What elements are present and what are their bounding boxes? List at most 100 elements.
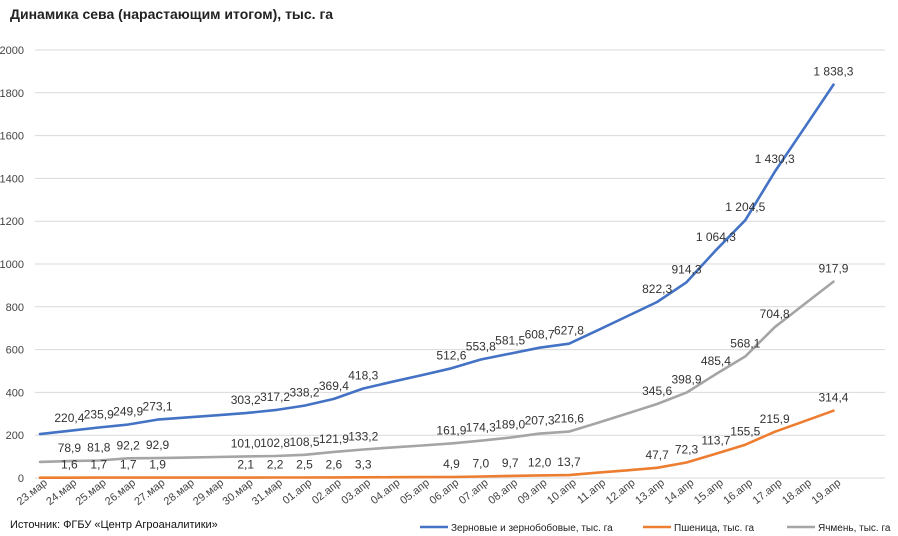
x-tick-label: 30.мар [221, 477, 256, 508]
data-label: 12,0 [528, 455, 552, 469]
gridlines [35, 49, 885, 479]
data-label: 155,5 [730, 425, 760, 439]
data-label: 220,4 [54, 411, 84, 425]
data-label: 13,7 [557, 455, 581, 469]
data-label: 4,9 [443, 457, 460, 471]
data-label: 1 430,3 [755, 152, 795, 166]
data-label: 102,8 [260, 436, 290, 450]
data-label: 92,9 [146, 438, 170, 452]
x-tick-label: 15.апр [692, 477, 726, 507]
data-label: 161,9 [436, 423, 466, 437]
x-tick-label: 18.апр [780, 477, 814, 507]
x-tick-label: 04.апр [369, 477, 403, 507]
data-labels: 220,4 235,9 249,9 273,1 303,2 317,2 338,2 369,4… [54, 65, 853, 472]
data-label: 369,4 [319, 379, 349, 393]
data-label: 581,5 [495, 334, 525, 348]
data-label: 121,9 [319, 432, 349, 446]
x-tick-label: 24.мар [44, 477, 79, 508]
x-tick-label: 11.апр [575, 477, 608, 507]
x-tick-label: 16.апр [721, 477, 755, 507]
legend-label: Зерновые и зернобобовые, тыс. га [451, 522, 613, 534]
y-tick-label: 400 [6, 387, 24, 399]
data-label: 568,1 [730, 336, 760, 350]
data-label: 133,2 [348, 429, 378, 443]
x-tick-label: 26.мар [103, 477, 138, 508]
x-tick-label: 25.мар [74, 477, 109, 508]
x-tick-label: 28.мар [162, 477, 197, 508]
x-tick-label: 10.апр [545, 477, 579, 507]
data-label: 249,9 [113, 405, 143, 419]
y-tick-label: 600 [6, 345, 24, 357]
data-label: 9,7 [502, 456, 519, 470]
data-label: 303,2 [231, 393, 261, 407]
data-label: 47,7 [645, 448, 669, 462]
data-label: 398,9 [672, 373, 702, 387]
data-label: 822,3 [642, 282, 672, 296]
x-tick-label: 01.апр [281, 477, 315, 507]
data-label: 273,1 [143, 400, 173, 414]
series-lines [38, 83, 835, 480]
data-label: 512,6 [436, 348, 466, 362]
data-label: 1,9 [149, 458, 166, 472]
data-label: 189,0 [495, 418, 525, 432]
x-tick-label: 02.апр [310, 477, 344, 507]
data-label: 3,3 [355, 457, 372, 471]
y-tick-label: 800 [6, 302, 24, 314]
x-tick-label: 13.апр [633, 477, 667, 507]
y-tick-label: 200 [6, 430, 24, 442]
x-tick-label: 07.апр [457, 477, 491, 507]
y-axis-ticks: 0 200 400 600 800 1000 1200 1400 1600 1800 2000 [0, 45, 24, 485]
x-tick-label: 08.апр [486, 477, 520, 507]
y-tick-label: 1400 [0, 173, 24, 185]
data-label: 2,2 [267, 458, 284, 472]
data-label: 627,8 [554, 324, 584, 338]
y-tick-label: 1200 [0, 216, 24, 228]
data-label: 113,7 [701, 434, 730, 448]
data-label: 914,3 [672, 262, 702, 276]
x-tick-label: 12.апр [604, 477, 638, 507]
data-label: 81,8 [87, 440, 111, 454]
chart-title: Динамика сева (нарастающим итогом), тыс.… [10, 6, 334, 22]
data-label: 338,2 [289, 386, 319, 400]
data-label: 418,3 [348, 368, 378, 382]
data-label: 608,7 [525, 328, 555, 342]
data-label: 101,0 [231, 436, 261, 450]
series-line [38, 280, 835, 464]
data-label: 207,3 [525, 414, 555, 428]
data-label: 216,6 [554, 412, 584, 426]
x-tick-label: 06.апр [427, 477, 461, 507]
data-label: 235,9 [84, 408, 114, 422]
x-tick-label: 27.мар [132, 477, 167, 508]
data-label: 1 064,3 [696, 230, 736, 244]
x-tick-label: 09.апр [516, 477, 550, 507]
series-line [38, 83, 835, 436]
source-note: Источник: ФГБУ «Центр Агроаналитики» [10, 519, 218, 531]
data-label: 553,8 [466, 339, 496, 353]
data-label: 2,6 [326, 457, 343, 471]
y-tick-label: 2000 [0, 45, 24, 57]
x-tick-label: 19.апр [810, 477, 844, 507]
x-tick-label: 14.апр [663, 477, 697, 507]
data-label: 2,1 [237, 458, 254, 472]
data-label: 1 838,3 [813, 65, 853, 79]
legend: Зерновые и зернобобовые, тыс. га Пшеница,… [420, 522, 891, 534]
data-label: 78,9 [58, 441, 82, 455]
data-label: 1,6 [61, 458, 78, 472]
y-tick-label: 1600 [0, 131, 24, 143]
data-label: 92,2 [116, 438, 140, 452]
data-label: 7,0 [472, 457, 489, 471]
data-label: 1,7 [90, 458, 107, 472]
legend-label: Ячмень, тыс. га [818, 523, 891, 534]
data-label: 485,4 [701, 354, 731, 368]
y-tick-label: 1800 [0, 88, 24, 100]
series-line [38, 409, 835, 480]
data-label: 1,7 [120, 458, 137, 472]
x-tick-label: 05.апр [398, 477, 432, 507]
data-label: 317,2 [260, 390, 290, 404]
data-label: 1 204,5 [725, 200, 765, 214]
data-label: 345,6 [642, 384, 672, 398]
data-label: 2,5 [296, 457, 313, 471]
data-label: 314,4 [818, 391, 848, 405]
data-label: 215,9 [760, 412, 790, 426]
